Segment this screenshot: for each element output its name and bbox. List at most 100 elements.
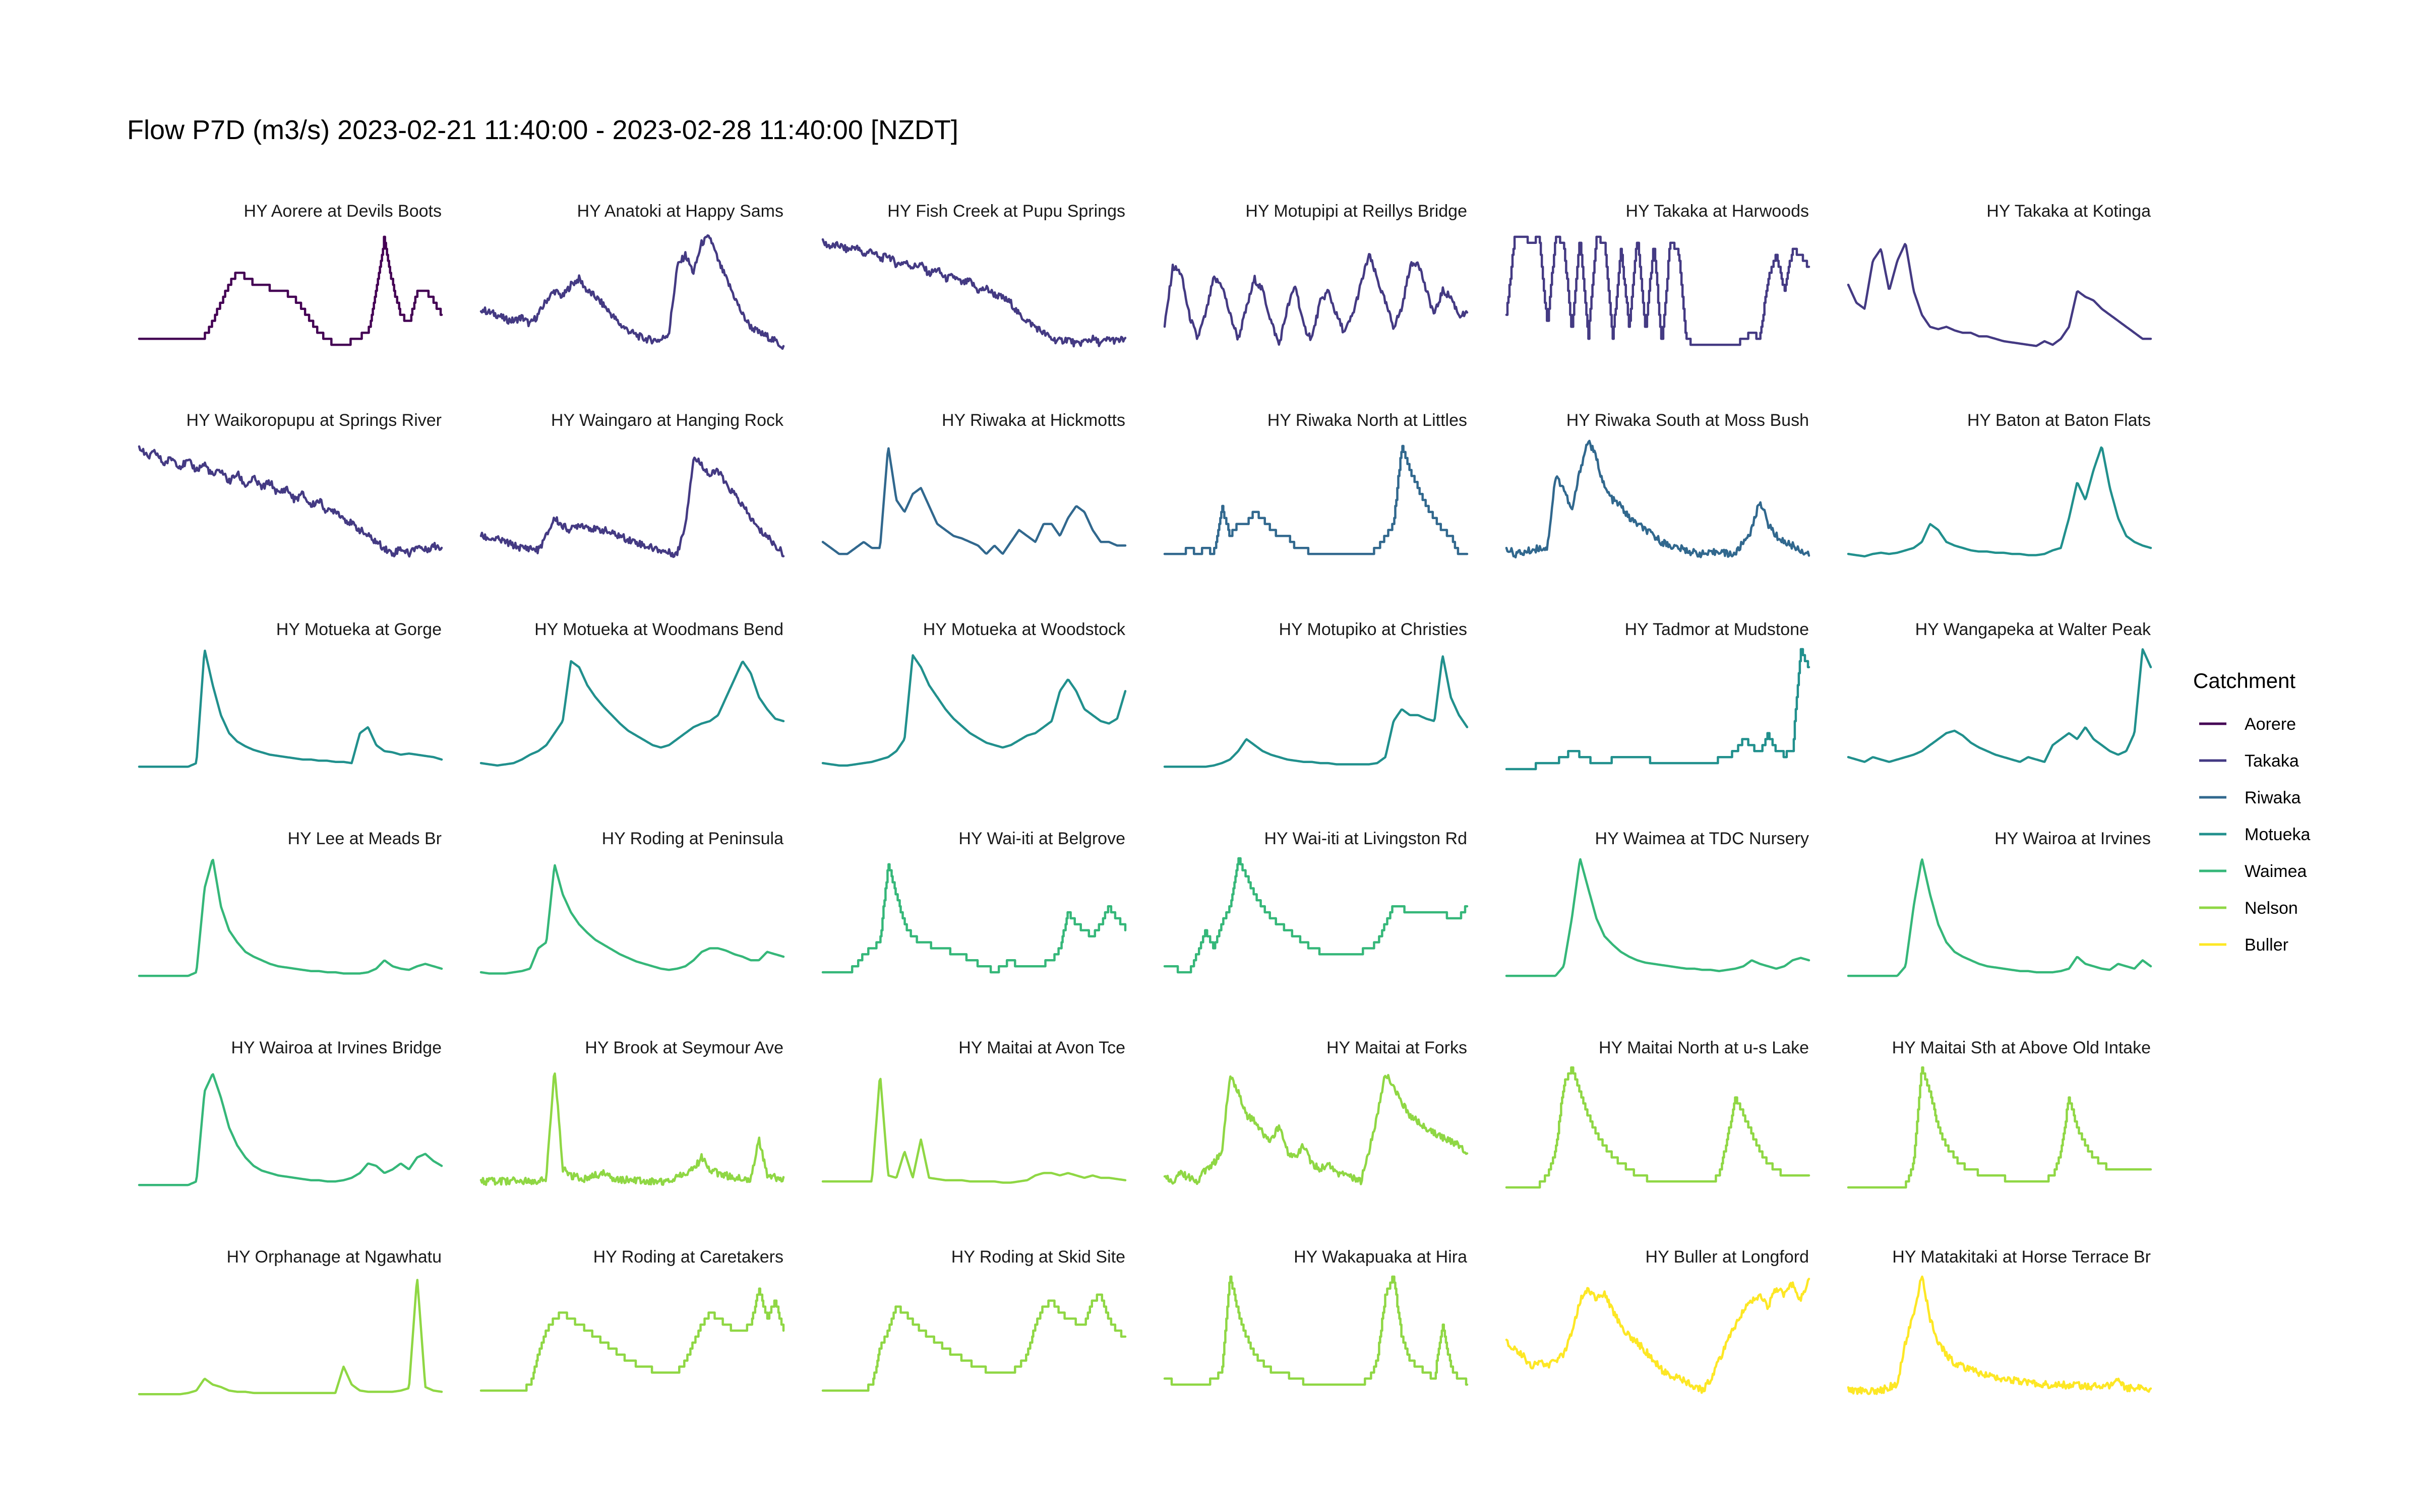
panel-grid: HY Aorere at Devils Boots HY Anatoki at H… [138, 202, 2152, 1396]
panel: HY Wakapuaka at Hira [1163, 1247, 1469, 1386]
flow-series-line [1505, 648, 1810, 771]
legend-item: Aorere [2199, 715, 2296, 734]
panel-title: HY Aorere at Devils Boots [244, 202, 442, 221]
legend-label: Aorere [2245, 715, 2296, 734]
legend: Catchment Aorere Takaka Riwaka Motueka Waime… [2193, 669, 2310, 955]
flow-series-line [821, 654, 1127, 767]
flow-series-line [138, 235, 443, 346]
panel-title: HY Waimea at TDC Nursery [1595, 829, 1809, 848]
panel-title: HY Wai-iti at Belgrove [958, 829, 1125, 848]
flow-series-line [821, 863, 1127, 974]
panel: HY Maitai at Avon Tce [821, 1038, 1127, 1184]
panel: HY Roding at Caretakers [479, 1247, 785, 1392]
panel-title: HY Wairoa at Irvines Bridge [231, 1038, 442, 1057]
panel-title: HY Baton at Baton Flats [1967, 411, 2151, 430]
panel: HY Matakitaki at Horse Terrace Br [1847, 1247, 2152, 1396]
panel-title: HY Motupiko at Christies [1279, 620, 1467, 639]
flow-series-line [1505, 1066, 1810, 1189]
panel: HY Maitai Sth at Above Old Intake [1847, 1038, 2152, 1189]
panel-title: HY Roding at Skid Site [951, 1247, 1125, 1267]
panel-title: HY Riwaka South at Moss Bush [1566, 411, 1809, 430]
panel-title: HY Tadmor at Mudstone [1625, 620, 1809, 639]
panel: HY Tadmor at Mudstone [1505, 620, 1810, 771]
panel: HY Motueka at Gorge [138, 620, 443, 768]
flow-series-line [479, 234, 785, 350]
panel: HY Wangapeka at Walter Peak [1847, 620, 2152, 763]
legend-items: Aorere Takaka Riwaka Motueka Waimea Nelson Bul… [2199, 715, 2310, 955]
flow-series-line [1163, 253, 1469, 346]
flow-series-line [1163, 655, 1469, 768]
panel: HY Motueka at Woodmans Bend [479, 620, 785, 767]
flow-series-line [479, 1287, 785, 1392]
panel-title: HY Maitai North at u-s Lake [1599, 1038, 1809, 1057]
legend-label: Nelson [2245, 899, 2298, 918]
panel-title: HY Motueka at Woodmans Bend [534, 620, 783, 639]
panel-title: HY Maitai Sth at Above Old Intake [1892, 1038, 2151, 1057]
flow-series-line [1163, 857, 1469, 974]
panel: HY Wai-iti at Livingston Rd [1163, 829, 1469, 974]
panel: HY Takaka at Harwoods [1505, 202, 1810, 346]
flow-series-line [479, 864, 785, 975]
panel-title: HY Motueka at Woodstock [923, 620, 1126, 639]
flow-series-line [821, 447, 1127, 555]
flow-series-line [138, 445, 443, 558]
panel-title: HY Takaka at Kotinga [1986, 202, 2151, 221]
panel: HY Riwaka North at Littles [1163, 411, 1469, 555]
flow-series-line [1847, 858, 2152, 977]
panel: HY Buller at Longford [1505, 1247, 1810, 1394]
legend-item: Motueka [2199, 825, 2310, 844]
flow-series-line [138, 1279, 443, 1396]
panel-title: HY Roding at Peninsula [602, 829, 783, 848]
panel-title: HY Riwaka North at Littles [1267, 411, 1467, 430]
panel-title: HY Motupipi at Reillys Bridge [1245, 202, 1467, 221]
panel-title: HY Motueka at Gorge [276, 620, 442, 639]
flow-series-line [1847, 243, 2152, 347]
panel-title: HY Wai-iti at Livingston Rd [1264, 829, 1468, 848]
flow-series-line [138, 649, 443, 768]
panel: HY Maitai at Forks [1163, 1038, 1469, 1185]
flow-series-line [1163, 1275, 1469, 1386]
panel: HY Riwaka South at Moss Bush [1505, 411, 1810, 559]
legend-label: Motueka [2245, 825, 2310, 844]
panel-title: HY Anatoki at Happy Sams [577, 202, 783, 221]
panel: HY Roding at Peninsula [479, 829, 785, 975]
legend-item: Waimea [2199, 862, 2307, 881]
legend-title: Catchment [2193, 669, 2295, 692]
flow-series-line [1163, 1074, 1469, 1185]
panel: HY Waikoropupu at Springs River [138, 411, 443, 558]
flow-series-line [1505, 858, 1810, 977]
panel: HY Roding at Skid Site [821, 1247, 1127, 1392]
flow-series-line [1847, 1066, 2152, 1189]
panel-title: HY Waingaro at Hanging Rock [551, 411, 784, 430]
panel-title: HY Wangapeka at Walter Peak [1915, 620, 2151, 639]
panel-title: HY Waikoropupu at Springs River [187, 411, 442, 430]
legend-label: Riwaka [2245, 788, 2301, 807]
panel: HY Wai-iti at Belgrove [821, 829, 1127, 974]
panel-title: HY Wairoa at Irvines [1994, 829, 2151, 848]
chart-title: Flow P7D (m3/s) 2023-02-21 11:40:00 - 20… [127, 115, 958, 145]
flow-series-line [138, 858, 443, 977]
panel-title: HY Roding at Caretakers [593, 1247, 783, 1267]
flow-series-line [1847, 446, 2152, 558]
panel: HY Wairoa at Irvines Bridge [138, 1038, 443, 1186]
panel-title: HY Buller at Longford [1646, 1247, 1809, 1267]
legend-item: Takaka [2199, 751, 2299, 771]
flow-series-line [479, 660, 785, 767]
panel-title: HY Matakitaki at Horse Terrace Br [1892, 1247, 2151, 1267]
flow-series-line [821, 238, 1127, 348]
panel: HY Baton at Baton Flats [1847, 411, 2152, 558]
panel: HY Orphanage at Ngawhatu [138, 1247, 443, 1396]
flow-series-line [479, 1072, 785, 1186]
legend-item: Buller [2199, 935, 2288, 955]
flow-series-line [1505, 1278, 1810, 1394]
panel-title: HY Lee at Meads Br [287, 829, 442, 848]
panel: HY Motupiko at Christies [1163, 620, 1469, 768]
flow-series-line [479, 456, 785, 558]
legend-label: Waimea [2245, 862, 2307, 881]
panel: HY Wairoa at Irvines [1847, 829, 2152, 977]
panel-title: HY Brook at Seymour Ave [585, 1038, 783, 1057]
flow-series-line [821, 1078, 1127, 1184]
legend-item: Riwaka [2199, 788, 2301, 807]
panel-title: HY Fish Creek at Pupu Springs [887, 202, 1125, 221]
